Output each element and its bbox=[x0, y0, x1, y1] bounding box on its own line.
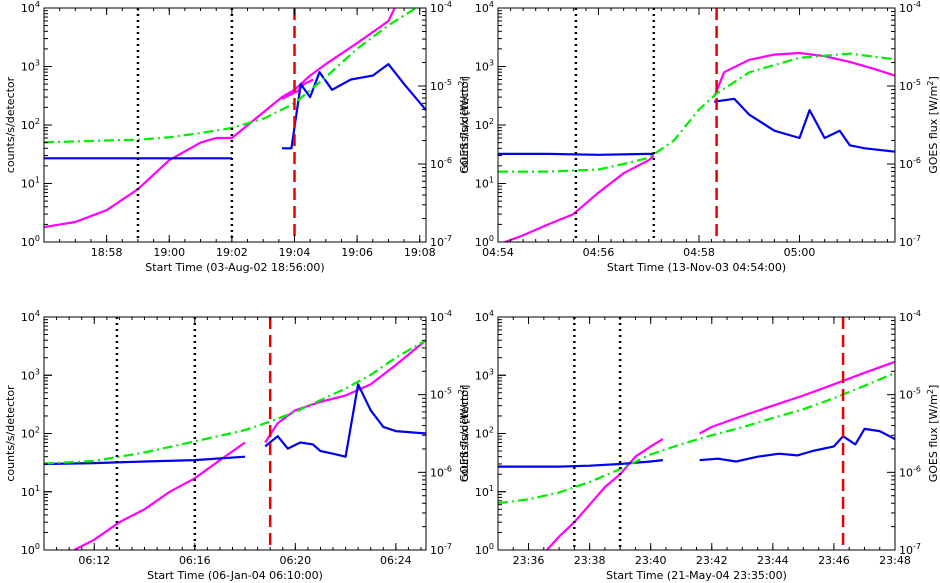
x-tick-label: 23:44 bbox=[757, 554, 789, 567]
y2-tick-label: 10-6 bbox=[899, 156, 921, 171]
y-tick-label: 104 bbox=[21, 309, 40, 324]
plot-frame bbox=[497, 7, 896, 243]
x-tick-label: 23:40 bbox=[635, 554, 667, 567]
series-green-5 bbox=[498, 371, 895, 505]
y2-tick-label: 10-5 bbox=[430, 387, 452, 402]
y2-tick-label: 10-7 bbox=[430, 542, 452, 557]
y2-tick-label: 10-7 bbox=[430, 234, 452, 249]
x-tick-label: 06:20 bbox=[279, 554, 311, 567]
series-magenta-2 bbox=[264, 339, 426, 444]
plot-frame bbox=[43, 7, 427, 243]
x-tick-label: 23:38 bbox=[574, 554, 606, 567]
y2-tick-label: 10-4 bbox=[430, 309, 452, 324]
y-tick-label: 100 bbox=[475, 542, 494, 557]
panel-3: 06:12 06:16 06:20 06:24 100 101 102 103 104 10-7 1… bbox=[4, 309, 471, 582]
y2-tick-label: 10-5 bbox=[430, 78, 452, 93]
y-axis-label: counts/s/detector bbox=[458, 385, 471, 482]
x-axis-label: Start Time (13-Nov-03 04:54:00) bbox=[607, 261, 786, 274]
x-axis-label: Start Time (21-May-04 23:35:00) bbox=[606, 569, 787, 582]
x-tick-label: 23:46 bbox=[818, 554, 850, 567]
series-magenta-1 bbox=[546, 438, 664, 550]
y2-tick-label: 10-6 bbox=[430, 464, 452, 479]
x-axis-label: Start Time (03-Aug-02 18:56:00) bbox=[145, 261, 324, 274]
y-tick-label: 101 bbox=[21, 176, 40, 191]
x-tick-label: 19:02 bbox=[216, 246, 248, 259]
series-green-5 bbox=[44, 339, 426, 465]
x-tick-label: 19:00 bbox=[153, 246, 185, 259]
y-tick-label: 102 bbox=[21, 426, 40, 441]
x-tick-label: 23:36 bbox=[513, 554, 545, 567]
y-tick-label: 104 bbox=[475, 309, 494, 324]
x-tick-label: 18:58 bbox=[91, 246, 123, 259]
x-tick-label: 04:56 bbox=[583, 246, 615, 259]
x-tick-label: 04:58 bbox=[683, 246, 715, 259]
y2-tick-label: 10-5 bbox=[899, 387, 921, 402]
y2-tick-label: 10-6 bbox=[899, 464, 921, 479]
y2-tick-label: 10-7 bbox=[899, 234, 921, 249]
y-axis-label: counts/s/detector bbox=[458, 76, 471, 173]
plot-area bbox=[498, 360, 895, 550]
y-tick-label: 104 bbox=[21, 0, 40, 15]
panel-2: 04:54 04:56 04:58 05:0010010110210310410-71… bbox=[458, 0, 940, 274]
panel-4: 23:36 23:38 23:40 23:42 23:44 23:46 23:48 100 10… bbox=[458, 309, 940, 582]
y-tick-label: 102 bbox=[475, 117, 494, 132]
plot-area bbox=[498, 51, 895, 242]
series-blue-4 bbox=[713, 97, 895, 153]
series-blue-3 bbox=[498, 459, 664, 468]
plot-frame bbox=[43, 316, 427, 551]
y2-tick-label: 10-6 bbox=[430, 156, 452, 171]
series-magenta-1 bbox=[502, 154, 655, 242]
plot-area bbox=[44, 339, 426, 550]
y2-tick-label: 10-7 bbox=[899, 542, 921, 557]
y-tick-label: 102 bbox=[21, 117, 40, 132]
series-blue-4 bbox=[699, 427, 895, 463]
x-tick-label: 19:04 bbox=[279, 246, 311, 259]
series-green-5 bbox=[44, 8, 419, 144]
y-axis-label: counts/s/detector bbox=[4, 76, 17, 173]
series-blue-3 bbox=[498, 152, 654, 156]
x-tick-label: 06:24 bbox=[380, 554, 412, 567]
y2-tick-label: 10-5 bbox=[899, 78, 921, 93]
x-tick-label: 04:54 bbox=[482, 246, 514, 259]
series-magenta-1 bbox=[73, 441, 246, 550]
series-magenta-1 bbox=[44, 8, 396, 229]
y-tick-label: 103 bbox=[21, 367, 40, 382]
y2-tick-label: 10-4 bbox=[430, 0, 452, 15]
y-axis-label: counts/s/detector bbox=[4, 385, 17, 482]
series-green-5 bbox=[498, 52, 895, 173]
y-tick-label: 103 bbox=[475, 367, 494, 382]
x-tick-label: 05:00 bbox=[784, 246, 816, 259]
x-tick-label: 06:12 bbox=[78, 554, 110, 567]
plot-area bbox=[44, 8, 426, 229]
y-tick-label: 100 bbox=[21, 234, 40, 249]
y-tick-label: 100 bbox=[21, 542, 40, 557]
plot-frame bbox=[497, 316, 896, 551]
x-tick-label: 23:42 bbox=[696, 554, 728, 567]
y-tick-label: 103 bbox=[21, 59, 40, 74]
series-magenta-2 bbox=[713, 51, 895, 98]
y-tick-label: 101 bbox=[475, 176, 494, 191]
panel-1: 18:58 19:00 19:02 19:04 19:06 19:08 100 101 102 1… bbox=[4, 0, 471, 274]
y-tick-label: 102 bbox=[475, 426, 494, 441]
series-blue-4 bbox=[282, 62, 426, 150]
x-axis-label: Start Time (06-Jan-04 06:10:00) bbox=[147, 569, 323, 582]
y2-axis-label: GOES flux [W/m2] bbox=[926, 76, 940, 174]
series-blue-3 bbox=[44, 455, 246, 466]
y-tick-label: 101 bbox=[475, 484, 494, 499]
x-tick-label: 19:08 bbox=[404, 246, 436, 259]
y-tick-label: 103 bbox=[475, 59, 494, 74]
series-magenta-2 bbox=[699, 360, 895, 435]
series-blue-4 bbox=[264, 383, 426, 458]
y2-axis-label: GOES flux [W/m2] bbox=[926, 385, 940, 483]
y2-axis-label: GOES flux [W/m2] bbox=[457, 385, 471, 483]
x-tick-label: 23:48 bbox=[879, 554, 911, 567]
y-tick-label: 104 bbox=[475, 0, 494, 15]
y2-tick-label: 10-4 bbox=[899, 309, 921, 324]
y2-tick-label: 10-4 bbox=[899, 0, 921, 15]
x-tick-label: 19:06 bbox=[341, 246, 373, 259]
y-tick-label: 101 bbox=[21, 484, 40, 499]
y2-axis-label: GOES flux [W/m2] bbox=[457, 76, 471, 174]
x-tick-label: 06:16 bbox=[179, 554, 211, 567]
